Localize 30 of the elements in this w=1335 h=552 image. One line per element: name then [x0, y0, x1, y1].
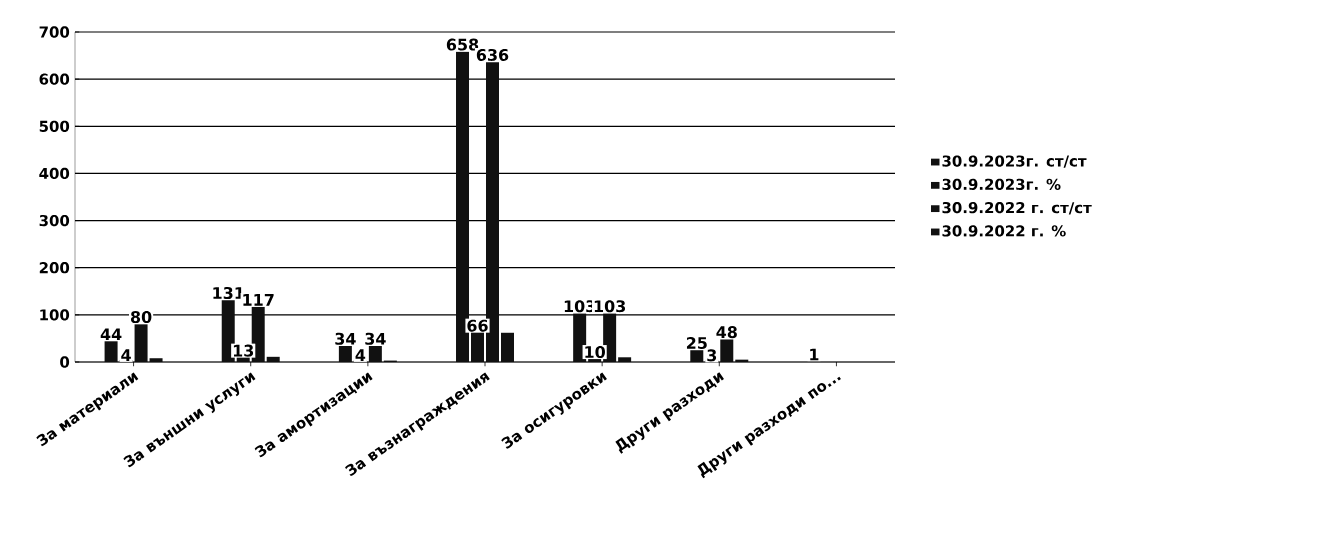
data-label: 34 — [335, 332, 356, 345]
data-label: 4 — [355, 349, 366, 361]
data-label: 80 — [130, 311, 152, 324]
data-label: 25 — [686, 336, 707, 350]
data-label: 48 — [716, 326, 737, 339]
legend-label: 30.9.2023г. ст/ст — [942, 155, 1087, 168]
data-label: 4 — [121, 349, 131, 361]
data-label: 13 — [233, 344, 254, 357]
data-label: 636 — [476, 48, 509, 61]
legend-label: 30.9.2022 г. ст/ст — [942, 201, 1092, 215]
data-label: 1 — [810, 348, 819, 361]
data-label: 44 — [100, 328, 122, 341]
legend-label: 30.9.2023г. % — [942, 178, 1061, 190]
y-tick-label: 400 — [39, 167, 70, 180]
y-tick-label: 600 — [39, 73, 70, 85]
legend-label: 30.9.2022 г. % — [942, 225, 1066, 237]
data-label: 117 — [243, 294, 274, 306]
y-tick-label: 0 — [60, 356, 70, 368]
y-tick-label: 200 — [39, 262, 70, 274]
data-label: 103 — [594, 300, 626, 313]
y-tick-label: 100 — [40, 309, 70, 321]
data-label: 3 — [707, 349, 717, 362]
data-label: 10 — [585, 346, 605, 359]
data-label: 66 — [467, 319, 488, 332]
y-tick-label: 500 — [39, 120, 70, 132]
y-tick-label: 700 — [39, 26, 70, 38]
data-label: 34 — [365, 332, 386, 345]
data-label: 131 — [213, 286, 244, 300]
y-tick-label: 300 — [39, 214, 70, 227]
data-label: 658 — [446, 38, 479, 51]
